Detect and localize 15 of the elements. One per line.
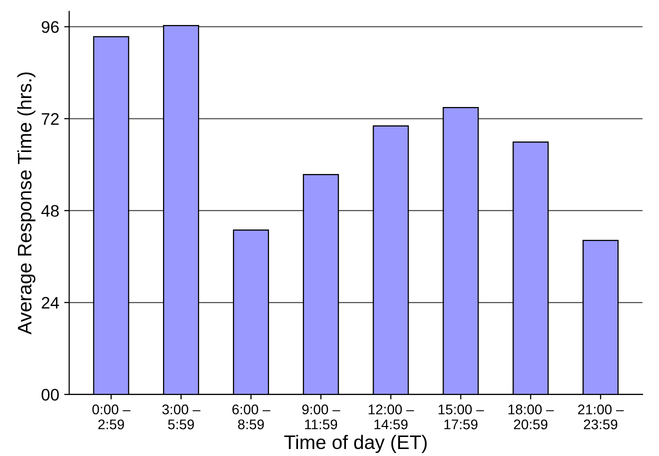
x-tick-label: 18:00 – 20:59 bbox=[508, 404, 554, 430]
y-tick-label: 72 bbox=[42, 113, 59, 125]
x-tick-label: 0:00 – 2:59 bbox=[92, 404, 130, 430]
y-tick-label: 24 bbox=[42, 296, 59, 309]
y-tick-label: 48 bbox=[41, 204, 59, 217]
x-tick-label: 9:00 – 11:59 bbox=[302, 404, 340, 430]
x-axis-title: Time of day (ET) bbox=[284, 434, 427, 453]
y-tick-label: 96 bbox=[42, 21, 59, 33]
x-tick-label: 21:00 – 23:59 bbox=[578, 404, 624, 430]
x-tick-label: 12:00 – 14:59 bbox=[368, 404, 414, 430]
x-tick-label: 6:00 – 8:59 bbox=[232, 404, 270, 430]
x-tick-label: 3:00 – 5:59 bbox=[162, 404, 200, 430]
x-tick-label: 15:00 – 17:59 bbox=[438, 404, 484, 430]
y-axis-title: Average Response Time (hrs.) bbox=[17, 72, 36, 335]
y-tick-label: 00 bbox=[42, 388, 59, 401]
